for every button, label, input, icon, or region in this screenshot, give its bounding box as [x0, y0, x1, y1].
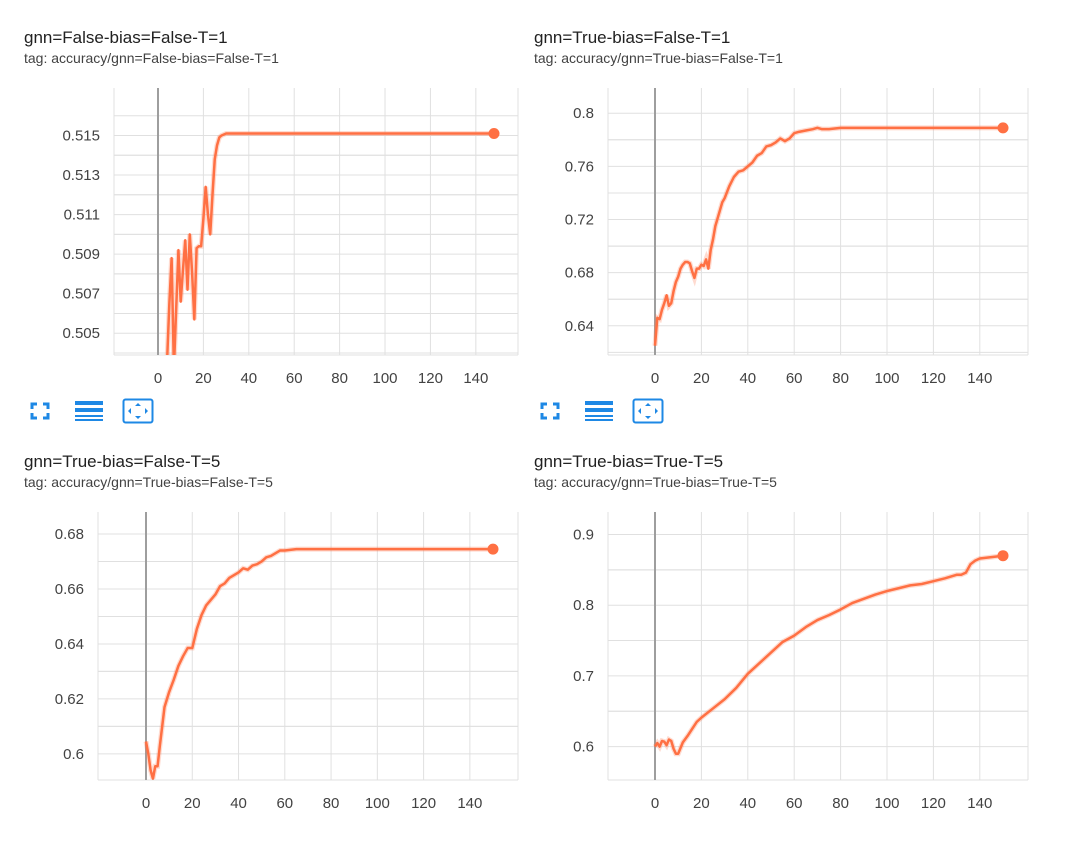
chart-title: gnn=True-bias=False-T=5 — [24, 452, 221, 471]
toggle-log-scale-button[interactable] — [583, 398, 615, 424]
fit-domain-icon — [122, 398, 154, 424]
chart-card-3: gnn=True-bias=False-T=5 tag: accuracy/gn… — [24, 452, 544, 852]
chart-tag: tag: accuracy/gnn=True-bias=False-T=5 — [24, 474, 273, 490]
fit-domain-button[interactable] — [122, 398, 154, 424]
chart-toolbar-1 — [24, 396, 154, 426]
chart-card-2: gnn=True-bias=False-T=1 tag: accuracy/gn… — [534, 28, 1054, 428]
chart-card-4: gnn=True-bias=True-T=5 tag: accuracy/gnn… — [534, 452, 1054, 852]
fullscreen-button[interactable] — [534, 398, 566, 424]
chart-title: gnn=True-bias=True-T=5 — [534, 452, 724, 471]
fullscreen-button[interactable] — [24, 398, 56, 424]
chart-tag: tag: accuracy/gnn=True-bias=False-T=1 — [534, 50, 783, 66]
chart-title: gnn=False-bias=False-T=1 — [24, 28, 228, 47]
chart-toolbar-2 — [534, 396, 664, 426]
chart-title: gnn=True-bias=False-T=1 — [534, 28, 731, 47]
toggle-log-scale-icon — [75, 401, 103, 421]
fullscreen-icon — [30, 402, 50, 420]
toggle-log-scale-icon — [585, 401, 613, 421]
fit-domain-button[interactable] — [632, 398, 664, 424]
chart-tag: tag: accuracy/gnn=False-bias=False-T=1 — [24, 50, 279, 66]
fit-domain-icon — [632, 398, 664, 424]
fullscreen-icon — [540, 402, 560, 420]
chart-tag: tag: accuracy/gnn=True-bias=True-T=5 — [534, 474, 777, 490]
toggle-log-scale-button[interactable] — [73, 398, 105, 424]
chart-card-1: gnn=False-bias=False-T=1 tag: accuracy/g… — [24, 28, 544, 428]
